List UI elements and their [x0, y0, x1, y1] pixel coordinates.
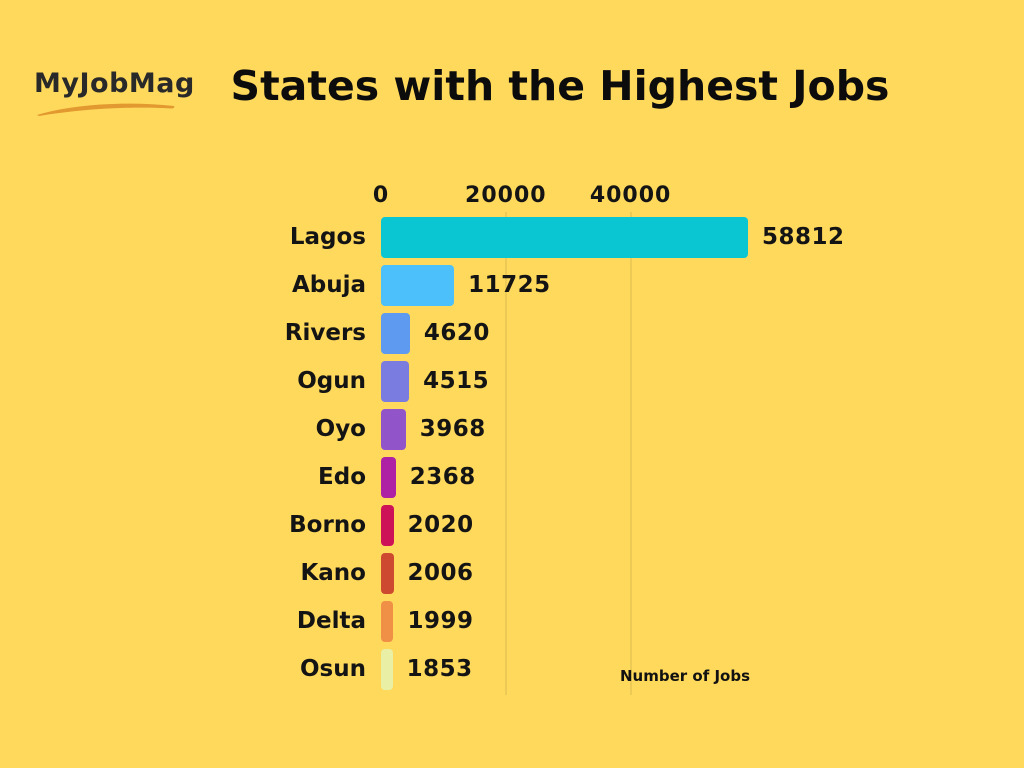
bar-osun: [381, 649, 393, 690]
category-label-oyo: Oyo: [315, 416, 366, 442]
bar-delta: [381, 601, 394, 642]
value-label-rivers: 4620: [423, 320, 490, 346]
bar-kano: [381, 553, 394, 594]
grid-line: [629, 212, 632, 695]
category-label-edo: Edo: [318, 464, 366, 490]
logo: MyJobMag: [34, 68, 195, 116]
value-label-oyo: 3968: [419, 416, 486, 442]
bar-oyo: [381, 409, 406, 450]
category-label-osun: Osun: [300, 656, 366, 682]
category-label-delta: Delta: [296, 608, 366, 634]
bar-borno: [381, 505, 394, 546]
value-label-edo: 2368: [409, 464, 476, 490]
x-axis-label: Number of Jobs: [620, 667, 750, 685]
bar-lagos: [381, 217, 748, 258]
value-label-osun: 1853: [406, 656, 473, 682]
grid-line: [504, 212, 507, 695]
logo-swoosh-path: [37, 103, 175, 116]
value-label-ogun: 4515: [423, 368, 490, 394]
logo-text: MyJobMag: [34, 68, 195, 99]
value-label-borno: 2020: [407, 512, 474, 538]
category-label-ogun: Ogun: [297, 368, 366, 394]
value-label-delta: 1999: [407, 608, 474, 634]
category-label-lagos: Lagos: [289, 224, 366, 250]
category-label-kano: Kano: [300, 560, 366, 586]
value-label-kano: 2006: [407, 560, 474, 586]
category-label-rivers: Rivers: [284, 320, 366, 346]
x-tick-label: 20000: [465, 183, 547, 208]
category-label-borno: Borno: [289, 512, 366, 538]
value-label-lagos: 58812: [761, 224, 845, 250]
category-label-abuja: Abuja: [291, 272, 366, 298]
bar-ogun: [381, 361, 410, 402]
bar-abuja: [381, 265, 455, 306]
bar-edo: [381, 457, 396, 498]
x-tick-label: 0: [372, 183, 390, 208]
x-tick-label: 40000: [589, 183, 672, 208]
bar-rivers: [381, 313, 410, 354]
chart-title: States with the Highest Jobs: [230, 62, 890, 110]
value-label-abuja: 11725: [468, 272, 551, 298]
logo-swoosh-icon: [37, 103, 175, 116]
